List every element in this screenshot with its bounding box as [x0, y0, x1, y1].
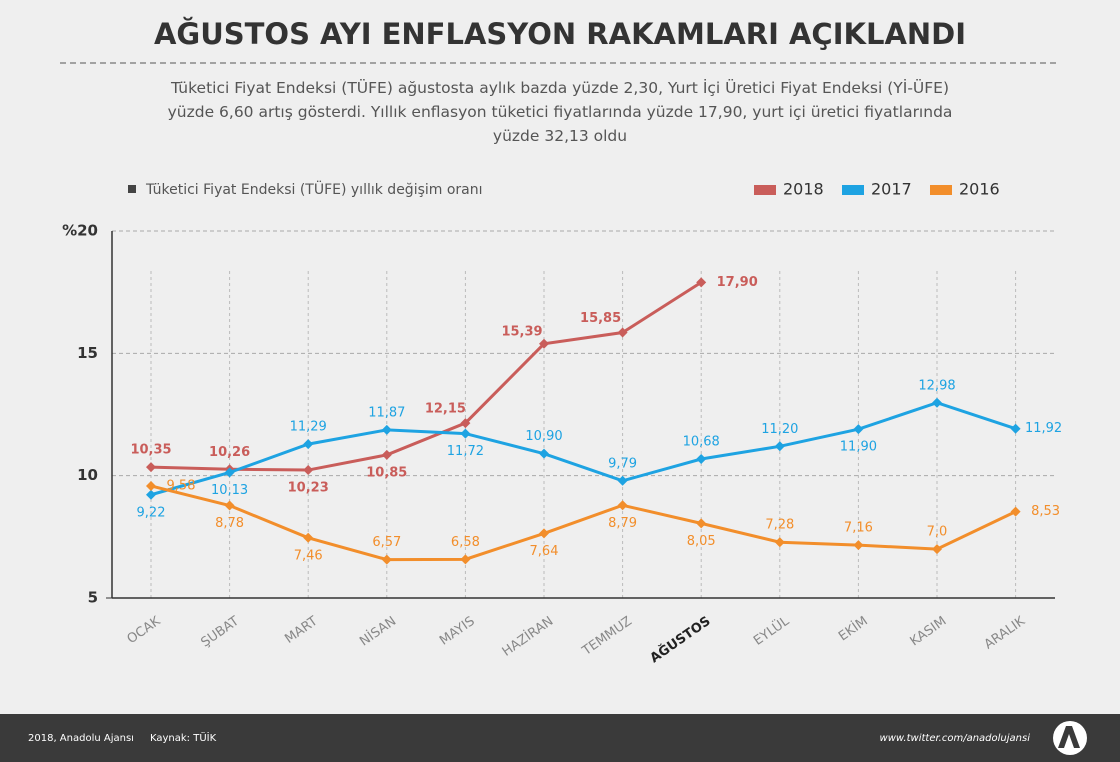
y-tick-label: 15: [77, 344, 98, 362]
value-label: 7,16: [844, 521, 873, 536]
legend-label: 2016: [959, 180, 1000, 199]
value-label: 7,64: [530, 544, 559, 559]
logo-mark: [1058, 726, 1080, 748]
value-label: 10,68: [683, 435, 720, 450]
series-line: [150, 401, 1017, 497]
value-label: 6,58: [451, 535, 480, 550]
point: [1010, 506, 1021, 517]
point: [460, 554, 471, 565]
legend-bullet: [128, 185, 136, 193]
point: [932, 544, 942, 555]
x-tick-label: KASIM: [908, 614, 950, 650]
value-label: 9,58: [167, 478, 196, 493]
value-label: 9,22: [137, 505, 166, 520]
x-tick-label: MAYIS: [437, 614, 478, 649]
point: [303, 465, 314, 476]
y-tick-label: 10: [77, 466, 98, 484]
value-label: 15,39: [501, 324, 542, 339]
value-label: 10,85: [366, 465, 407, 480]
legend-swatch: [754, 185, 776, 195]
value-label: 11,29: [290, 420, 327, 435]
value-label: 8,53: [1031, 504, 1060, 519]
footer-source: Kaynak: TÜİK: [150, 731, 217, 744]
value-label: 11,87: [368, 405, 405, 420]
point: [539, 338, 549, 349]
footer-left: 2018, Anadolu Ajansı: [28, 733, 134, 744]
x-tick-label: ARALIK: [982, 614, 1029, 653]
subtitle: Tüketici Fiyat Endeksi (TÜFE) ağustosta …: [167, 79, 953, 145]
point: [696, 518, 707, 529]
point: [774, 537, 785, 548]
point: [853, 424, 864, 435]
value-label: 7,0: [927, 525, 948, 540]
point: [617, 500, 628, 511]
x-tick-label: HAZİRAN: [499, 613, 556, 660]
point: [381, 449, 392, 460]
y-tick-label: 5: [88, 589, 98, 607]
point: [932, 397, 942, 408]
x-tick-label: NİSAN: [357, 613, 399, 649]
legend-swatch: [842, 185, 864, 195]
point: [774, 441, 785, 452]
x-tick-label: EKİM: [835, 613, 870, 644]
point: [539, 528, 549, 539]
value-label: 7,46: [294, 548, 323, 563]
point: [460, 418, 471, 429]
point: [1010, 423, 1021, 434]
legend-label: 2017: [871, 180, 912, 199]
point: [539, 448, 549, 459]
value-label: 15,85: [580, 311, 621, 326]
point: [460, 428, 471, 439]
value-label: 11,90: [840, 440, 877, 455]
point: [146, 489, 156, 500]
point: [146, 480, 156, 491]
value-label: 9,79: [608, 456, 637, 471]
footer-bar: [0, 714, 1120, 762]
point: [381, 424, 392, 435]
point: [617, 327, 628, 338]
legend-swatch: [930, 185, 952, 195]
x-tick-label: OCAK: [125, 614, 164, 648]
point: [224, 467, 235, 478]
value-label: 6,57: [372, 535, 401, 550]
point: [853, 540, 864, 551]
value-label: 11,20: [761, 422, 798, 437]
legend-label: 2018: [783, 180, 824, 199]
point: [303, 532, 314, 543]
value-label: 12,98: [918, 378, 955, 393]
x-tick-label: ŞUBAT: [198, 614, 241, 651]
value-label: 10,26: [209, 445, 250, 460]
value-label: 10,13: [211, 483, 248, 498]
x-tick-label: AĞUSTOS: [647, 613, 713, 666]
point: [303, 439, 314, 450]
value-label: 7,28: [765, 518, 794, 533]
value-label: 10,23: [288, 481, 329, 496]
value-label: 10,90: [525, 429, 562, 444]
y-tick-label: %20: [62, 222, 98, 240]
value-label: 8,79: [608, 516, 637, 531]
point: [146, 462, 156, 473]
value-label: 11,92: [1025, 421, 1062, 436]
chart-label: Tüketici Fiyat Endeksi (TÜFE) yıllık değ…: [145, 180, 483, 198]
point: [617, 475, 628, 486]
value-label: 8,78: [215, 516, 244, 531]
value-label: 10,35: [130, 443, 171, 458]
series-line: [150, 484, 1017, 562]
point: [381, 554, 392, 565]
chart-title: AĞUSTOS AYI ENFLASYON RAKAMLARI AÇIKLAND…: [154, 17, 966, 51]
value-label: 11,72: [447, 444, 484, 459]
point: [696, 277, 707, 288]
x-tick-label: TEMMUZ: [579, 614, 635, 659]
value-label: 12,15: [425, 402, 466, 417]
x-tick-label: MART: [282, 614, 320, 647]
point: [224, 500, 235, 511]
x-tick-label: EYLÜL: [750, 612, 793, 649]
value-label: 17,90: [717, 275, 758, 290]
series-line: [150, 281, 703, 472]
footer-right: www.twitter.com/anadolujansi: [880, 733, 1031, 744]
point: [696, 454, 707, 465]
value-label: 8,05: [687, 534, 716, 549]
